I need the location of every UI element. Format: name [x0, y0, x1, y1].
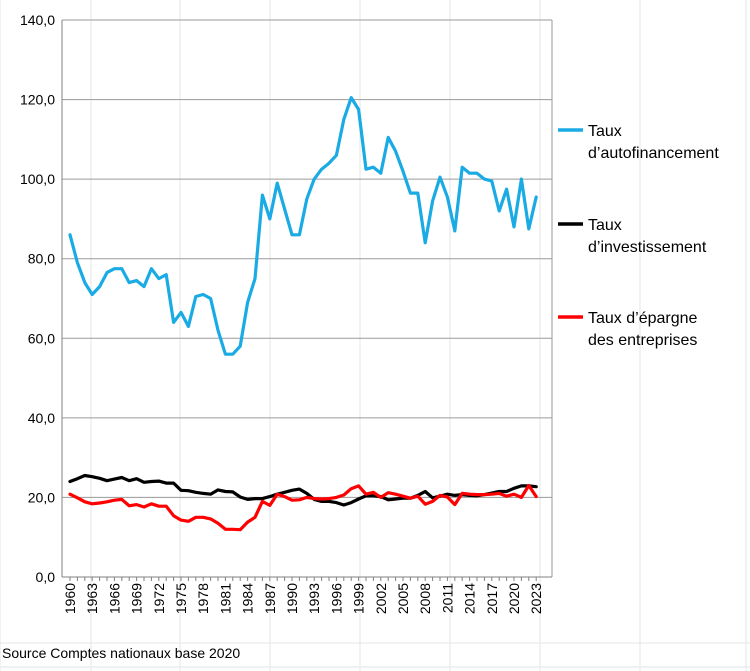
x-tick-label-1987: 1987	[262, 583, 278, 614]
legend-label-1-line1: Taux	[588, 217, 622, 234]
x-tick-label-2023: 2023	[528, 583, 544, 614]
x-axis-ticks: 1960 1963 1966 1969 1972 1975 1978 1981 1984 1987…	[62, 577, 544, 614]
x-tick-label-2002: 2002	[373, 583, 389, 614]
legend-label-2-line2: des entreprises	[588, 332, 697, 349]
y-tick-label-1: 20,0	[28, 489, 55, 505]
x-tick-label-2011: 2011	[439, 583, 455, 613]
x-tick-label-1978: 1978	[195, 583, 211, 614]
x-tick-label-1990: 1990	[284, 583, 300, 614]
series-lines	[68, 95, 538, 532]
x-tick-label-1966: 1966	[106, 583, 122, 614]
x-tick-label-1963: 1963	[84, 583, 100, 614]
x-tick-label-1984: 1984	[240, 583, 256, 614]
x-tick-label-1996: 1996	[328, 583, 344, 614]
x-tick-label-2008: 2008	[417, 583, 433, 614]
legend: Taux d’autofinancement Taux d’investissemen…	[558, 123, 719, 349]
y-tick-label-6: 120,0	[20, 92, 55, 108]
x-tick-label-2020: 2020	[506, 583, 522, 614]
x-tick-label-1975: 1975	[173, 583, 189, 614]
x-tick-label-1972: 1972	[151, 583, 167, 614]
x-tick-label-2014: 2014	[462, 583, 478, 614]
series-line-2	[68, 483, 538, 532]
legend-label-0-line1: Taux	[588, 123, 622, 140]
y-tick-label-7: 140,0	[20, 12, 55, 28]
y-tick-label-2: 40,0	[28, 410, 55, 426]
source-note: Source Comptes nationaux base 2020	[2, 645, 241, 661]
series-line-1	[68, 473, 538, 507]
y-tick-label-5: 100,0	[20, 171, 55, 187]
x-tick-label-1981: 1981	[217, 583, 233, 614]
y-tick-label-4: 80,0	[28, 251, 55, 267]
legend-label-1-line2: d’investissement	[588, 239, 707, 256]
x-tick-label-1969: 1969	[129, 583, 145, 614]
x-tick-label-1993: 1993	[306, 583, 322, 614]
y-tick-label-0: 0,0	[36, 569, 56, 585]
y-tick-label-3: 60,0	[28, 330, 55, 346]
legend-label-0-line2: d’autofinancement	[588, 145, 719, 162]
y-axis-ticks: 0,0 20,0 40,0 60,0 80,0 100,0 120,0 140,0	[20, 12, 55, 585]
x-tick-label-2017: 2017	[484, 583, 500, 614]
legend-label-2-line1: Taux d’épargne	[588, 310, 698, 327]
series-line-0	[68, 95, 538, 356]
x-tick-label-1999: 1999	[351, 583, 367, 614]
x-tick-label-1960: 1960	[62, 583, 78, 614]
x-tick-label-2005: 2005	[395, 583, 411, 614]
